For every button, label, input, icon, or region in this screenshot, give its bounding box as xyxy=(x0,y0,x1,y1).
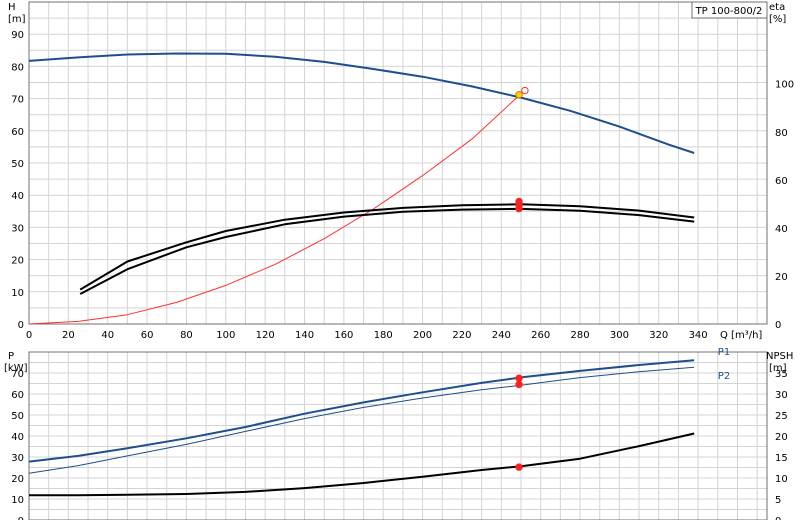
left-tick-label: 30 xyxy=(11,223,24,234)
chart-title: TP 100-800/2 xyxy=(695,6,763,17)
operating-point-2 xyxy=(515,380,523,389)
left-tick-label: 0 xyxy=(18,320,24,331)
top-left-axis-label-2: [m] xyxy=(8,14,26,25)
x-tick-label: 0 xyxy=(26,330,32,341)
right-tick-label: 0 xyxy=(775,320,781,331)
series-line-3 xyxy=(29,432,695,497)
operating-point-5 xyxy=(515,204,523,213)
left-tick-label: 20 xyxy=(11,474,24,485)
x-tick-label: 180 xyxy=(374,330,393,341)
series-line-1 xyxy=(28,52,695,154)
x-tick-label: 80 xyxy=(180,330,193,341)
x-tick-label: 60 xyxy=(141,330,154,341)
bottom-left-axis-label-2: [kW] xyxy=(4,363,28,374)
left-tick-label: 50 xyxy=(11,411,24,422)
x-tick-label: 160 xyxy=(334,330,353,341)
x-tick-label: 260 xyxy=(531,330,550,341)
series-label: P2 xyxy=(718,371,730,382)
x-tick-label: 340 xyxy=(689,330,708,341)
left-tick-label: 0 xyxy=(18,516,24,520)
x-tick-label: 140 xyxy=(295,330,314,341)
top-panel-grid xyxy=(29,2,767,324)
left-tick-label: 60 xyxy=(11,127,24,138)
right-tick-label: 35 xyxy=(775,369,788,380)
left-tick-label: 10 xyxy=(11,495,24,506)
operating-point-2 xyxy=(521,86,529,95)
bottom-panel-points xyxy=(515,374,523,471)
series-label: P1 xyxy=(718,347,730,358)
series-line-3 xyxy=(79,203,695,291)
left-tick-label: 40 xyxy=(11,432,24,443)
top-panel-points xyxy=(515,86,529,213)
x-tick-label: 300 xyxy=(610,330,629,341)
bottom-panel-frame xyxy=(28,351,768,520)
right-tick-label: 25 xyxy=(775,411,788,422)
series-line-1 xyxy=(28,359,695,463)
operating-point-1 xyxy=(515,91,523,99)
bottom-panel-series xyxy=(28,359,695,497)
left-tick-label: 90 xyxy=(11,30,24,41)
x-axis-label: Q [m³/h] xyxy=(720,330,762,341)
right-tick-label: 10 xyxy=(775,474,788,485)
x-tick-label: 280 xyxy=(570,330,589,341)
right-tick-label: 5 xyxy=(775,495,781,506)
top-panel-labels: 0 10 20 30 40 50 60 70 80 90 0 20 40 60 80 100 0 20 40 60 80… xyxy=(11,30,794,341)
top-right-axis-label-2: [%] xyxy=(769,14,786,25)
top-left-axis-label-1: H xyxy=(8,2,16,13)
right-tick-label: 0 xyxy=(775,516,781,520)
left-tick-label: 50 xyxy=(11,159,24,170)
right-tick-label: 20 xyxy=(775,272,788,283)
left-tick-label: 20 xyxy=(11,256,24,267)
series-line-2 xyxy=(28,366,695,474)
x-tick-label: 120 xyxy=(256,330,275,341)
x-tick-label: 200 xyxy=(413,330,432,341)
operating-point-1 xyxy=(515,374,523,382)
operating-point-3 xyxy=(515,463,523,471)
x-tick-label: 320 xyxy=(649,330,668,341)
left-tick-label: 10 xyxy=(11,288,24,299)
bottom-panel-labels: 0 10 20 30 40 50 60 70 0 5 10 15 20 25 30 35 P1 P2 xyxy=(11,347,787,520)
x-tick-label: 20 xyxy=(62,330,75,341)
bottom-panel-grid xyxy=(29,352,767,520)
title-box xyxy=(691,1,768,19)
top-right-axis-label-1: eta xyxy=(769,2,785,13)
right-tick-label: 80 xyxy=(775,128,788,139)
series-line-2 xyxy=(28,93,522,325)
left-tick-label: 80 xyxy=(11,62,24,73)
right-tick-label: 100 xyxy=(775,80,794,91)
top-panel-series xyxy=(28,52,695,325)
right-tick-label: 40 xyxy=(775,224,788,235)
right-tick-label: 20 xyxy=(775,432,788,443)
x-tick-label: 240 xyxy=(492,330,511,341)
x-tick-label: 40 xyxy=(101,330,114,341)
right-tick-label: 15 xyxy=(775,453,788,464)
x-tick-label: 100 xyxy=(216,330,235,341)
left-tick-label: 70 xyxy=(11,95,24,106)
x-tick-label: 220 xyxy=(452,330,471,341)
left-tick-label: 70 xyxy=(11,369,24,380)
bottom-right-axis-label-1: NPSH xyxy=(766,351,793,362)
series-line-4 xyxy=(79,207,695,295)
right-tick-label: 30 xyxy=(775,390,788,401)
left-tick-label: 60 xyxy=(11,390,24,401)
top-panel-frame xyxy=(28,1,768,325)
bottom-right-axis-label-2: [m] xyxy=(769,363,787,374)
right-tick-label: 60 xyxy=(775,176,788,187)
left-tick-label: 30 xyxy=(11,453,24,464)
bottom-left-axis-label-1: P xyxy=(8,351,14,362)
left-tick-label: 40 xyxy=(11,191,24,202)
